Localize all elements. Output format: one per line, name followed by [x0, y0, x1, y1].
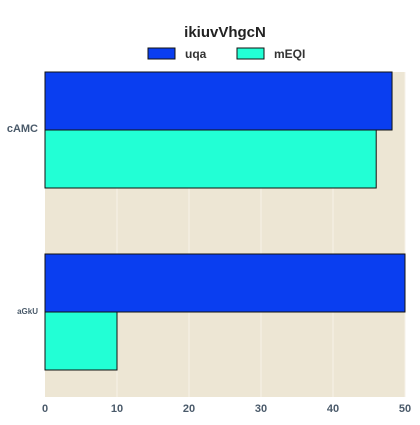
chart-title: ikiuvVhgcN [184, 24, 266, 41]
x-tick-label: 40 [327, 403, 339, 415]
x-tick-label: 30 [255, 403, 267, 415]
legend-swatch-mEQI [236, 47, 265, 60]
bar-uqa-cAMC [44, 71, 393, 131]
bars [44, 71, 406, 371]
legend-swatch-uqa [147, 47, 176, 60]
y-axis-labels: cAMC aGkU [7, 123, 38, 316]
x-tick-label: 50 [399, 403, 411, 415]
bar-uqa-aGkU [44, 253, 406, 313]
x-tick-label: 10 [111, 403, 123, 415]
bar-mEQI-aGkU [44, 311, 118, 371]
legend-label-uqa: uqa [185, 47, 207, 61]
y-tick-label: aGkU [17, 307, 38, 316]
bar-mEQI-cAMC [44, 129, 377, 189]
x-tick-label: 0 [42, 403, 48, 415]
x-tick-label: 20 [183, 403, 195, 415]
y-tick-label: cAMC [7, 123, 38, 135]
legend-label-mEQI: mEQI [274, 47, 305, 61]
x-axis-labels: 0 10 20 30 40 50 [42, 403, 411, 415]
legend: uqa mEQI [147, 47, 305, 61]
